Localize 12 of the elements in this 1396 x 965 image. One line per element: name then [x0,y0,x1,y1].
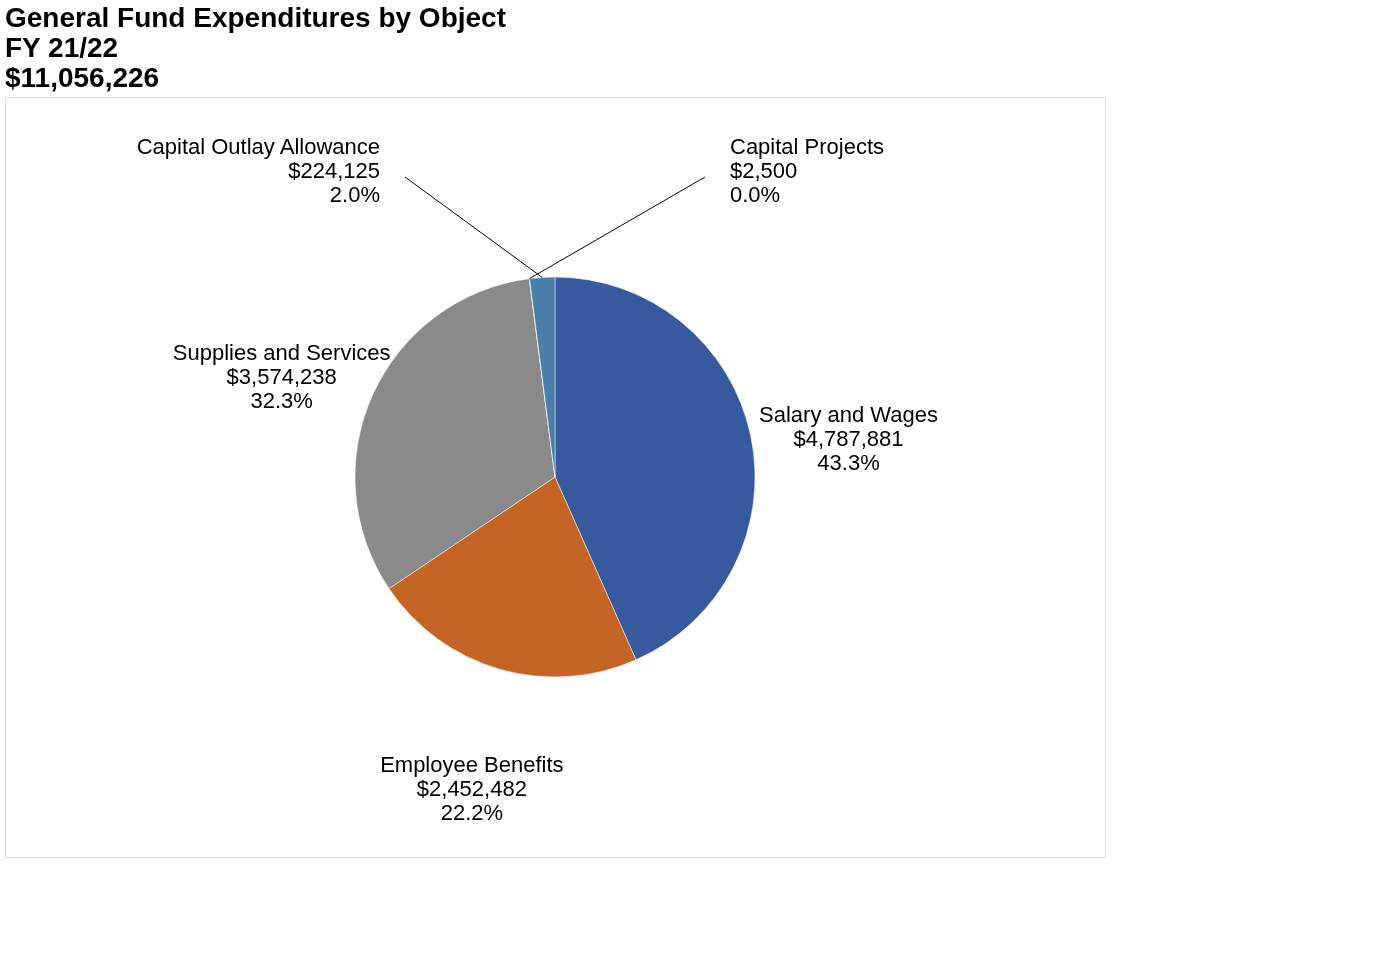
text: FY 21/22 [5,32,119,63]
slice-label: Supplies and Services [172,340,391,366]
data-label: $2,452,482 22.2% [416,776,527,826]
data-label: $2,500 0.0% [730,158,798,207]
slice-label: Salary and Wages [759,401,938,427]
data-label: $224,125 2.0% [288,158,380,207]
slice-label: Capital Outlay Allowance [136,134,380,159]
slice-label: Employee Benefits [380,752,564,778]
text: $11,056,226 [5,62,160,93]
data-label: $3,574,238 32.3% [226,364,337,414]
slice-label: Capital Projects [730,134,885,159]
text: General Fund Expenditures by Object [5,2,506,33]
